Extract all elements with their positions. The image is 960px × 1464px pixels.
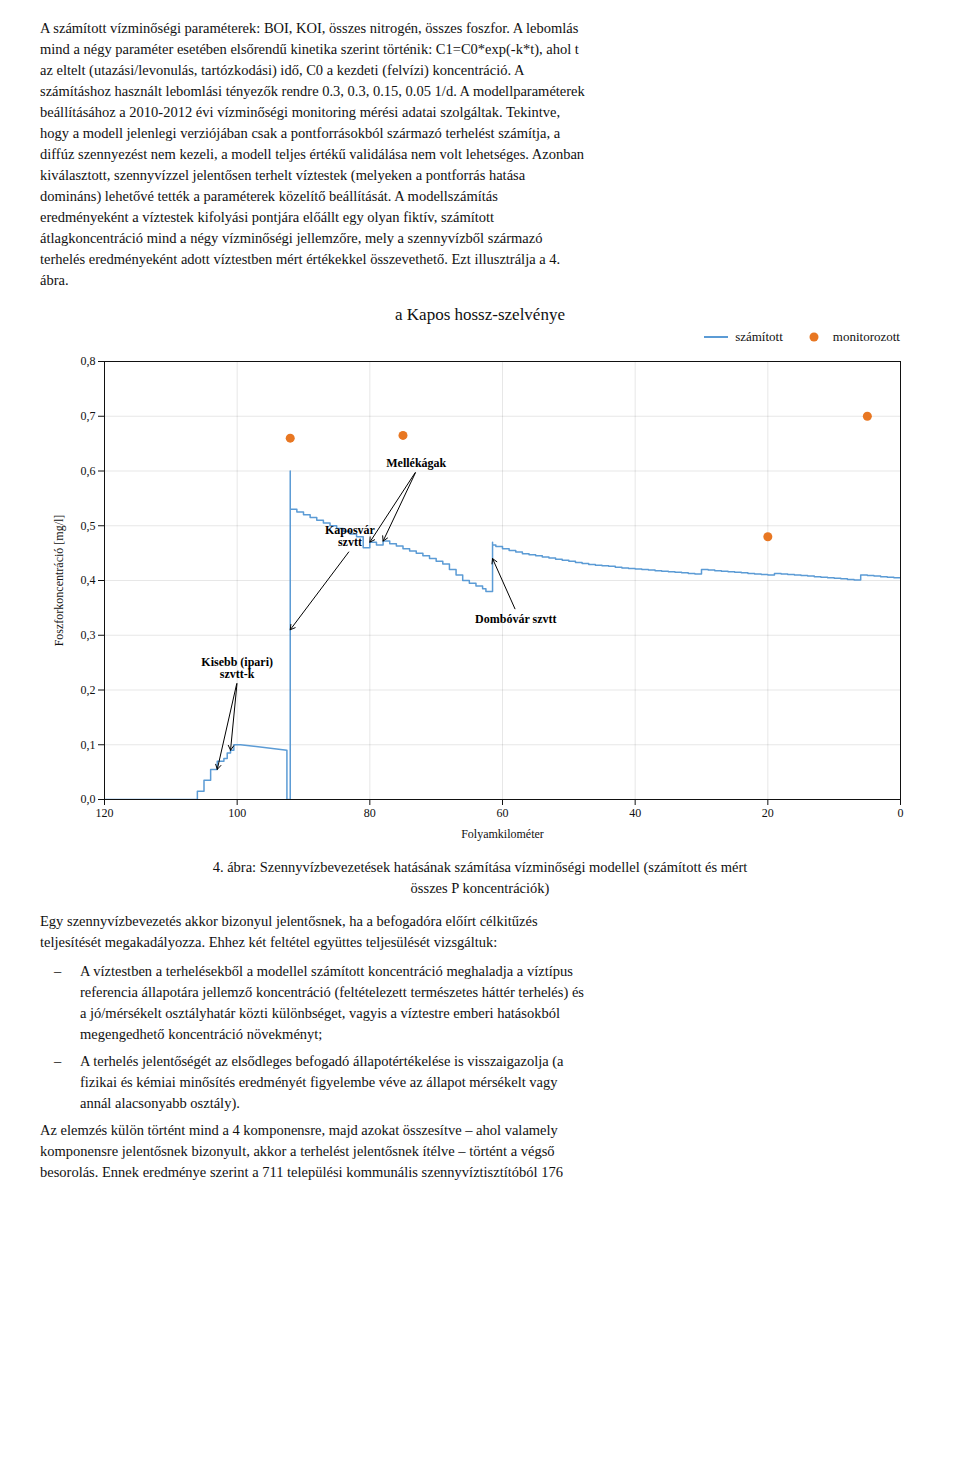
html-text:számításhoz használt lebomlási: számításhoz használt lebomlási tényezők … xyxy=(40,83,585,99)
html-text:hogy a modell jelenlegi verzió: hogy a modell jelenlegi verziójában csak… xyxy=(40,125,561,141)
svg-text:120: 120 xyxy=(96,806,114,820)
html-text:4. ábra: Szennyvízbevezetések: 4. ábra: Szennyvízbevezetések hatásának … xyxy=(212,859,748,875)
svg-text:Kaposvárszvtt: Kaposvárszvtt xyxy=(325,523,376,549)
svg-text:0,0: 0,0 xyxy=(81,792,96,806)
svg-text:100: 100 xyxy=(228,806,246,820)
svg-text:0: 0 xyxy=(898,806,904,820)
html-text:diffúz szennyezést nem kezeli,: diffúz szennyezést nem kezeli, a modell … xyxy=(40,146,585,162)
html-text:terhelés eredményeként adott v: terhelés eredményeként adott víztestben … xyxy=(40,251,561,267)
html-text:Az elemzés külön történt mind: Az elemzés külön történt mind a 4 kompon… xyxy=(40,1122,558,1138)
html-text:megengedhető koncentráció növe: megengedhető koncentráció növekményt; xyxy=(80,1026,323,1042)
html-text:annál alacsonyabb osztály).: annál alacsonyabb osztály). xyxy=(80,1095,240,1111)
html-text:kiválasztott, szennyvízzel jel: kiválasztott, szennyvízzel jelentősen te… xyxy=(40,167,526,183)
svg-text:0,2: 0,2 xyxy=(81,683,96,697)
html-text:A terhelés jelentőségét az els: A terhelés jelentőségét az elsődleges be… xyxy=(80,1053,564,1069)
html-text:komponensre jelentősnek bizony: komponensre jelentősnek bizonyult, akkor… xyxy=(40,1143,555,1159)
svg-text:20: 20 xyxy=(762,806,774,820)
html-text:eredményeként a víztestek kifo: eredményeként a víztestek kifolyási pont… xyxy=(40,209,495,225)
html-text:teljesítését megakadályozza. E: teljesítését megakadályozza. Ehhez két f… xyxy=(40,934,498,950)
svg-text:0,5: 0,5 xyxy=(81,519,96,533)
svg-text:0,4: 0,4 xyxy=(81,573,96,587)
html-text:fizikai és kémiai minősítés er: fizikai és kémiai minősítés eredményét f… xyxy=(80,1074,558,1090)
svg-text:0,3: 0,3 xyxy=(81,628,96,642)
html-text:összes P koncentrációk): összes P koncentrációk) xyxy=(410,880,550,896)
svg-text:60: 60 xyxy=(497,806,509,820)
html-text:A számított vízminőségi paramé: A számított vízminőségi paraméterek: BOI… xyxy=(40,20,579,36)
svg-text:Kisebb (ipari)szvtt-k: Kisebb (ipari)szvtt-k xyxy=(201,655,273,681)
html-text:számított: számított xyxy=(735,329,783,344)
svg-text:Dombóvár szvtt: Dombóvár szvtt xyxy=(475,612,556,626)
html-text:az eltelt (utazási/levonulás,: az eltelt (utazási/levonulás, tartózkodá… xyxy=(40,62,525,78)
html-text:domináns) lehetővé tették a pa: domináns) lehetővé tették a paraméterek … xyxy=(40,188,498,204)
html-text:ábra.: ábra. xyxy=(40,272,69,288)
html-text:mind a négy paraméter esetében: mind a négy paraméter esetében elsőrendű… xyxy=(40,41,579,57)
svg-text:80: 80 xyxy=(364,806,376,820)
html-text:A víztestben a terhelésekből a: A víztestben a terhelésekből a modellel … xyxy=(80,963,573,979)
html-text:átlagkoncentráció mind a négy: átlagkoncentráció mind a négy vízminőség… xyxy=(40,230,543,246)
html-text:Egy szennyvízbevezetés akkor b: Egy szennyvízbevezetés akkor bizonyul je… xyxy=(40,913,538,929)
html-text:referencia állapotára jellemző: referencia állapotára jellemző koncentrá… xyxy=(80,984,584,1000)
svg-text:0,6: 0,6 xyxy=(81,464,96,478)
html-text:monitorozott: monitorozott xyxy=(832,329,900,344)
html-text:besorolás. Ennek eredménye sze: besorolás. Ennek eredménye szerint a 711… xyxy=(40,1164,563,1180)
svg-text:Foszforkoncentráció [mg/l]: Foszforkoncentráció [mg/l] xyxy=(52,515,66,647)
svg-text:Mellékágak: Mellékágak xyxy=(386,456,446,470)
svg-text:0,7: 0,7 xyxy=(81,409,96,423)
svg-text:Folyamkilométer: Folyamkilométer xyxy=(461,827,544,841)
html-text:beállításához a 2010-2012 évi: beállításához a 2010-2012 évi vízminőség… xyxy=(40,104,561,120)
svg-text:40: 40 xyxy=(629,806,641,820)
html-text:a Kapos hossz-szelvénye: a Kapos hossz-szelvénye xyxy=(395,305,565,324)
html-text:a jó/mérsékelt osztályhatár kö: a jó/mérsékelt osztályhatár közti különb… xyxy=(80,1005,560,1021)
svg-text:0,1: 0,1 xyxy=(81,738,96,752)
svg-text:0,8: 0,8 xyxy=(81,354,96,368)
